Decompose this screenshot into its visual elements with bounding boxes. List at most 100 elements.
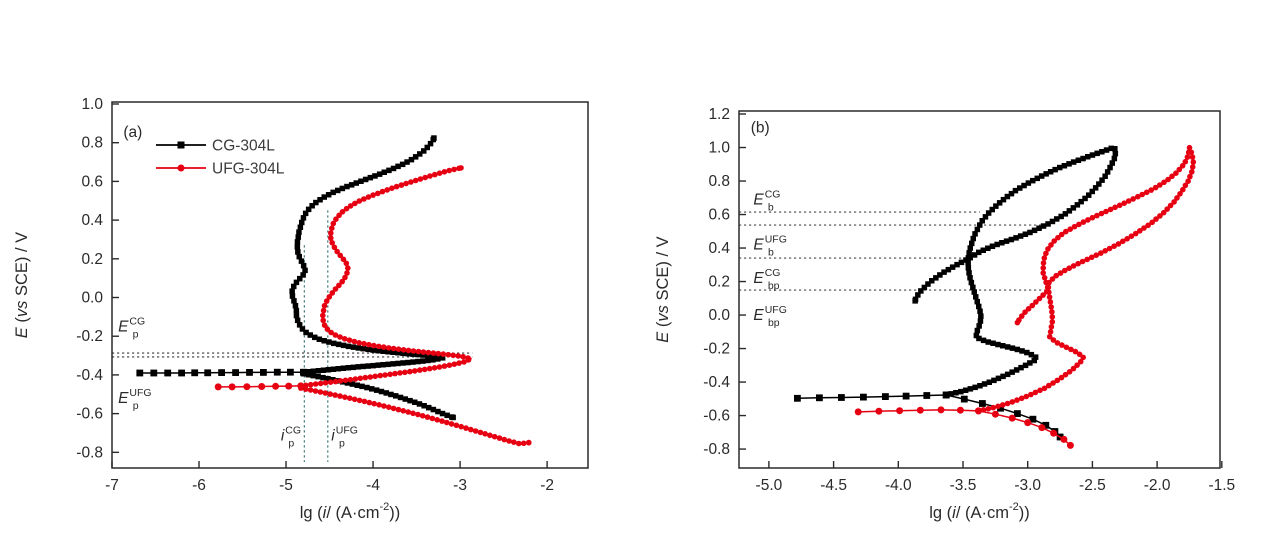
circle-marker <box>366 341 372 348</box>
square-marker <box>349 381 356 387</box>
guide-lines <box>739 211 1048 291</box>
circle-marker <box>1176 166 1183 173</box>
circle-marker <box>1049 276 1056 282</box>
circle-marker <box>361 340 367 347</box>
square-marker <box>979 400 986 407</box>
circle-marker <box>458 423 465 430</box>
circle-marker <box>1165 176 1171 183</box>
circle-marker <box>1106 245 1113 252</box>
circle-marker <box>1025 306 1032 312</box>
square-marker <box>838 394 845 401</box>
square-marker <box>325 192 332 198</box>
circle-marker <box>1135 193 1141 200</box>
circle-marker <box>320 312 326 319</box>
circle-marker <box>1190 159 1197 165</box>
circle-marker <box>1088 254 1095 261</box>
circle-marker <box>482 431 488 437</box>
square-marker <box>293 279 300 286</box>
circle-marker <box>1093 252 1099 258</box>
square-marker <box>388 391 394 398</box>
circle-marker <box>516 440 522 447</box>
square-marker <box>976 335 982 342</box>
square-marker <box>965 260 971 266</box>
square-marker <box>1089 188 1095 195</box>
circle-marker <box>367 374 374 380</box>
square-marker <box>1107 164 1113 171</box>
series-ufg-ufg-cyclic-loop <box>975 144 1197 414</box>
circle-marker <box>342 377 349 384</box>
square-marker <box>373 387 380 393</box>
circle-marker <box>395 406 402 413</box>
square-marker <box>430 353 436 359</box>
square-marker <box>973 294 979 300</box>
circle-marker <box>1033 299 1039 305</box>
square-marker <box>430 406 437 413</box>
square-marker <box>325 367 332 373</box>
x-tick-label: -2.0 <box>1144 477 1171 494</box>
circle-marker <box>377 372 384 379</box>
circle-marker <box>395 346 402 353</box>
circle-marker <box>430 350 437 356</box>
square-marker <box>979 218 985 224</box>
square-marker <box>1061 163 1068 169</box>
square-marker <box>330 377 336 383</box>
circle-marker <box>1182 182 1189 189</box>
circle-marker <box>1062 267 1068 274</box>
circle-marker <box>351 338 358 345</box>
square-marker <box>967 386 974 392</box>
circle-marker <box>451 361 458 368</box>
circle-marker <box>333 216 339 222</box>
circle-marker <box>1038 424 1046 432</box>
square-marker <box>400 350 406 356</box>
circle-marker <box>332 286 339 292</box>
series-ufg-ufg-cathodic-branch <box>975 407 1074 449</box>
square-marker <box>340 365 346 371</box>
circle-marker <box>372 373 379 380</box>
annotation-E-b-CG: ECG b <box>753 188 780 213</box>
circle-marker <box>384 187 391 193</box>
square-marker <box>1078 198 1084 205</box>
square-marker <box>1034 175 1040 182</box>
circle-marker <box>1050 337 1057 343</box>
circle-marker <box>1141 225 1147 231</box>
annotation-i-p-UFG: iUFG p <box>331 425 358 450</box>
circle-marker <box>487 432 493 439</box>
square-marker <box>177 141 185 149</box>
square-marker <box>424 144 430 151</box>
circle-marker <box>1132 230 1139 237</box>
square-marker <box>393 393 399 399</box>
square-marker <box>967 275 973 281</box>
square-marker <box>364 384 370 391</box>
circle-marker <box>336 282 342 289</box>
series-line <box>797 394 947 400</box>
x-tick-label: -4 <box>366 477 380 494</box>
square-marker <box>380 362 386 368</box>
circle-marker <box>1139 191 1145 198</box>
circle-marker <box>420 349 427 355</box>
y-tick-label: 1.0 <box>708 140 730 157</box>
circle-marker <box>1177 191 1183 197</box>
circle-marker <box>312 388 319 394</box>
x-tick-label: -3 <box>453 477 467 494</box>
square-marker <box>985 210 992 216</box>
square-marker <box>358 178 364 184</box>
circle-marker <box>1048 242 1054 248</box>
circle-marker <box>1037 387 1043 394</box>
circle-marker <box>379 188 386 195</box>
square-marker <box>1014 346 1021 353</box>
circle-marker <box>1041 255 1048 261</box>
circle-marker <box>1067 226 1073 232</box>
circle-marker <box>1050 429 1058 437</box>
square-marker <box>369 386 375 392</box>
square-marker <box>355 345 362 351</box>
square-marker <box>313 199 319 206</box>
circle-marker <box>351 396 358 403</box>
square-marker <box>1031 227 1038 234</box>
circle-marker <box>410 410 416 417</box>
circle-marker <box>1171 199 1177 205</box>
square-marker <box>937 272 943 278</box>
square-marker <box>976 249 982 256</box>
series-ufg-ufg-ocp-row <box>214 382 305 391</box>
square-marker <box>335 341 342 348</box>
square-marker <box>941 269 947 275</box>
